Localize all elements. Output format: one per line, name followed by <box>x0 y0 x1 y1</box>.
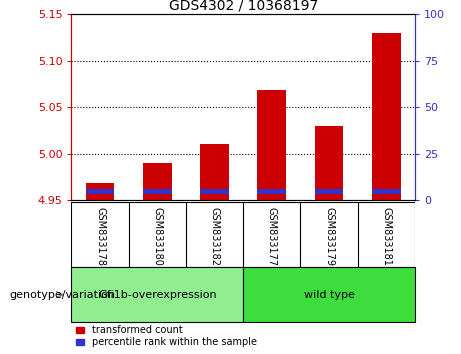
Text: Gfi1b-overexpression: Gfi1b-overexpression <box>98 290 217 300</box>
Bar <box>143 163 171 200</box>
FancyBboxPatch shape <box>243 267 415 322</box>
Legend: transformed count, percentile rank within the sample: transformed count, percentile rank withi… <box>77 325 257 347</box>
Bar <box>86 189 114 194</box>
Text: wild type: wild type <box>304 290 355 300</box>
Bar <box>372 33 401 200</box>
Bar <box>143 189 171 194</box>
Bar <box>315 189 343 194</box>
Text: GSM833182: GSM833182 <box>210 207 219 266</box>
Bar <box>258 90 286 200</box>
Text: GSM833180: GSM833180 <box>152 207 162 266</box>
Title: GDS4302 / 10368197: GDS4302 / 10368197 <box>169 0 318 13</box>
Text: genotype/variation: genotype/variation <box>9 290 115 300</box>
Bar <box>315 126 343 200</box>
Bar <box>258 189 286 194</box>
Text: GSM833181: GSM833181 <box>381 207 391 266</box>
FancyBboxPatch shape <box>71 267 243 322</box>
Bar <box>86 183 114 200</box>
Text: GSM833179: GSM833179 <box>324 207 334 266</box>
Text: GSM833178: GSM833178 <box>95 207 105 266</box>
Text: GSM833177: GSM833177 <box>267 207 277 266</box>
Bar <box>200 189 229 194</box>
Bar <box>200 144 229 200</box>
Bar <box>372 189 401 194</box>
